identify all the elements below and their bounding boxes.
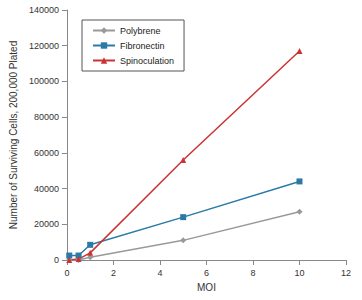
svg-text:20000: 20000: [34, 219, 59, 229]
svg-text:12: 12: [341, 268, 351, 278]
svg-text:40000: 40000: [34, 184, 59, 194]
svg-text:0: 0: [64, 268, 69, 278]
svg-text:6: 6: [204, 268, 209, 278]
svg-text:8: 8: [250, 268, 255, 278]
svg-text:MOI: MOI: [197, 282, 216, 293]
svg-text:Number of Surviving Cells, 200: Number of Surviving Cells, 200,000 Plate…: [8, 41, 19, 229]
svg-text:80000: 80000: [34, 112, 59, 122]
svg-text:Spinoculation: Spinoculation: [120, 56, 174, 66]
svg-text:10: 10: [294, 268, 304, 278]
svg-text:0: 0: [54, 255, 59, 265]
svg-text:100000: 100000: [29, 76, 59, 86]
svg-text:Fibronectin: Fibronectin: [120, 41, 165, 51]
svg-text:120000: 120000: [29, 41, 59, 51]
svg-text:2: 2: [111, 268, 116, 278]
svg-text:4: 4: [157, 268, 162, 278]
svg-text:60000: 60000: [34, 148, 59, 158]
svg-text:140000: 140000: [29, 5, 59, 15]
svg-text:Polybrene: Polybrene: [120, 26, 161, 36]
